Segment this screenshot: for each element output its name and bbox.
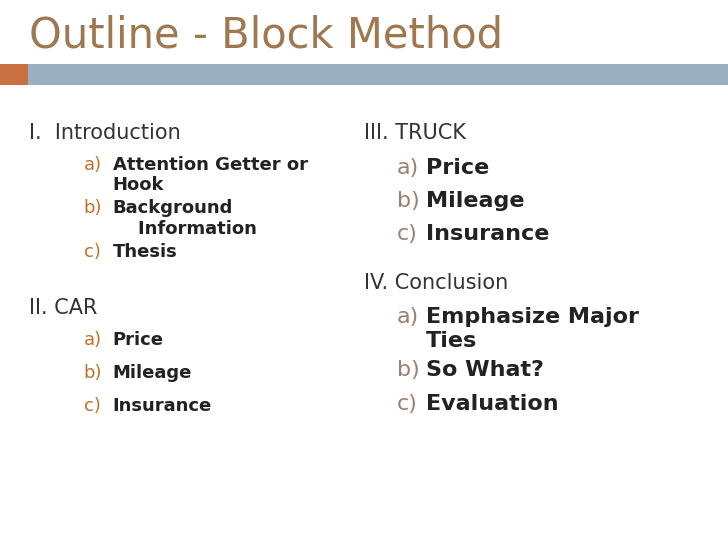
Text: Evaluation: Evaluation xyxy=(426,394,558,414)
Text: Mileage: Mileage xyxy=(426,191,524,211)
Text: Attention Getter or
Hook: Attention Getter or Hook xyxy=(113,156,308,194)
Text: Price: Price xyxy=(113,331,164,349)
Text: Thesis: Thesis xyxy=(113,243,178,261)
Bar xyxy=(28,64,728,85)
Text: b): b) xyxy=(397,191,419,211)
Text: I.  Introduction: I. Introduction xyxy=(29,123,181,143)
Text: b): b) xyxy=(397,360,419,381)
Text: Emphasize Major
Ties: Emphasize Major Ties xyxy=(426,307,639,351)
Text: a): a) xyxy=(84,331,102,349)
Text: a): a) xyxy=(84,156,102,174)
Text: Insurance: Insurance xyxy=(113,397,212,415)
Text: Outline - Block Method: Outline - Block Method xyxy=(29,15,503,56)
Text: c): c) xyxy=(397,224,418,244)
Text: Price: Price xyxy=(426,158,489,179)
Text: Background
    Information: Background Information xyxy=(113,199,257,238)
Text: Insurance: Insurance xyxy=(426,224,549,244)
Text: III. TRUCK: III. TRUCK xyxy=(364,123,466,143)
Text: c): c) xyxy=(84,397,100,415)
Text: b): b) xyxy=(84,199,102,217)
Text: a): a) xyxy=(397,158,419,179)
Text: II. CAR: II. CAR xyxy=(29,298,98,318)
Text: So What?: So What? xyxy=(426,360,544,381)
Text: b): b) xyxy=(84,364,102,382)
Bar xyxy=(0,64,28,85)
Text: a): a) xyxy=(397,307,419,328)
Text: c): c) xyxy=(397,394,418,414)
Text: c): c) xyxy=(84,243,100,261)
Text: IV. Conclusion: IV. Conclusion xyxy=(364,273,508,293)
Text: Mileage: Mileage xyxy=(113,364,192,382)
